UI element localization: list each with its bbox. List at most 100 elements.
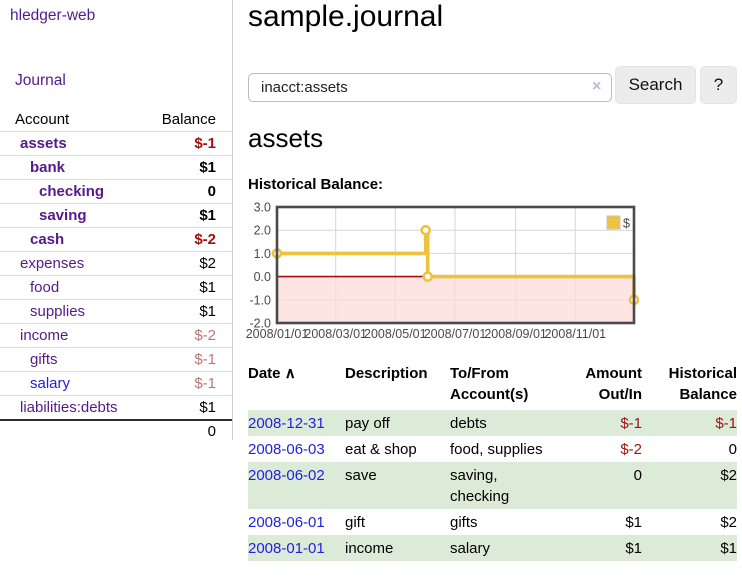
register-header-description: Description — [345, 365, 428, 382]
page-title: sample.journal — [248, 0, 444, 33]
account-link-checking[interactable]: checking — [39, 183, 105, 200]
account-balance: $1 — [199, 303, 216, 320]
account-row: gifts $-1 — [0, 347, 232, 372]
register-accounts: food, supplies — [450, 440, 543, 458]
accounts-header-account: Account — [15, 111, 70, 128]
account-balance: $1 — [199, 399, 216, 416]
account-row: expenses $2 — [0, 251, 232, 276]
account-row: food $1 — [0, 275, 232, 300]
register-row: 2008-06-02 save saving, checking 0 $2 — [248, 462, 737, 509]
account-link-salary[interactable]: salary — [30, 375, 71, 392]
account-row: income $-2 — [0, 323, 232, 348]
y-tick: 0.0 — [254, 270, 271, 284]
search-button[interactable]: Search — [615, 66, 696, 104]
account-row: salary $-1 — [0, 371, 232, 396]
register-accounts: saving, checking — [450, 466, 510, 505]
register-header-accounts: To/From Account(s) — [450, 365, 529, 403]
account-link-income[interactable]: income — [20, 327, 69, 344]
account-link-gifts[interactable]: gifts — [30, 351, 58, 368]
chart-frame — [275, 205, 636, 325]
accounts-total-balance: 0 — [207, 423, 216, 440]
chart-heading: Historical Balance: — [248, 176, 384, 193]
register-row: 2008-06-03 eat & shop food, supplies $-2… — [248, 436, 737, 462]
accounts-header-balance: Balance — [161, 111, 216, 128]
account-link-bank[interactable]: bank — [30, 159, 66, 176]
register-balance: 0 — [728, 440, 737, 458]
accounts-total-row: 0 — [0, 420, 232, 442]
register-balance: $1 — [720, 539, 737, 557]
historical-balance-chart: $ 3.0 2.0 1.0 0.0 -1.0 -2.0 2008/01/01 2… — [240, 200, 742, 345]
register-header-balance: Historical Balance — [668, 365, 737, 403]
account-balance: $1 — [199, 159, 216, 176]
register-description: eat & shop — [345, 440, 417, 458]
account-row: checking 0 — [0, 179, 232, 204]
register-date-link[interactable]: 2008-06-02 — [248, 466, 325, 484]
y-tick: -1.0 — [249, 293, 271, 307]
help-button[interactable]: ? — [700, 66, 737, 104]
brand-link[interactable]: hledger-web — [10, 7, 96, 24]
account-balance: $2 — [199, 255, 216, 272]
x-tick: 2008/09/01 — [484, 327, 547, 341]
x-tick: 2008/07/01 — [424, 327, 487, 341]
register-header-date: Date ∧ — [248, 365, 296, 382]
register-balance: $2 — [720, 466, 737, 484]
account-link-expenses[interactable]: expenses — [20, 255, 85, 272]
register-date-link[interactable]: 2008-06-01 — [248, 513, 325, 531]
account-row: saving $1 — [0, 203, 232, 228]
search-bar: × Search ? — [248, 65, 742, 105]
account-balance: $1 — [199, 207, 216, 224]
x-tick: 2008/05/01 — [364, 327, 427, 341]
account-link-assets[interactable]: assets — [20, 135, 67, 152]
account-link-food[interactable]: food — [30, 279, 60, 296]
account-balance: $-1 — [194, 351, 216, 368]
register-row: 2008-12-31 pay off debts $-1 $-1 — [248, 410, 737, 436]
register-accounts: gifts — [450, 513, 478, 531]
register-description: income — [345, 539, 394, 557]
register-amount: $-2 — [620, 440, 642, 458]
register-accounts: debts — [450, 414, 487, 432]
register-amount: $1 — [625, 513, 642, 531]
accounts-header-row: Account Balance — [0, 108, 232, 132]
legend-swatch — [606, 215, 621, 230]
account-balance: $-2 — [194, 231, 216, 248]
clear-search-icon[interactable]: × — [592, 78, 602, 95]
account-balance: 0 — [207, 183, 216, 200]
register-balance: $2 — [720, 513, 737, 531]
register-amount: $1 — [625, 539, 642, 557]
account-link-liabilities-debts[interactable]: liabilities:debts — [20, 399, 118, 416]
account-row: liabilities:debts $1 — [0, 395, 232, 421]
register-header-row: Date ∧ Description To/From Account(s) Amo… — [248, 363, 737, 410]
register-balance: $-1 — [715, 414, 737, 432]
chart-negative-region — [277, 276, 634, 323]
register-amount: 0 — [633, 466, 642, 484]
x-tick: 2008/01/01 — [246, 327, 309, 341]
register-date-link[interactable]: 2008-01-01 — [248, 539, 325, 557]
chart-canvas: $ 3.0 2.0 1.0 0.0 -1.0 -2.0 2008/01/01 2… — [246, 201, 640, 341]
register-header-amount: Amount Out/In — [585, 365, 642, 403]
account-row: assets $-1 — [0, 131, 232, 156]
account-row: cash $-2 — [0, 227, 232, 252]
account-row: bank $1 — [0, 155, 232, 180]
y-tick: 2.0 — [254, 224, 271, 238]
register-row: 2008-06-01 gift gifts $1 $2 — [248, 509, 737, 535]
register-date-link[interactable]: 2008-06-03 — [248, 440, 325, 458]
account-row: supplies $1 — [0, 299, 232, 324]
register-date-link[interactable]: 2008-12-31 — [248, 414, 325, 432]
sidebar-item-journal[interactable]: Journal — [15, 72, 66, 89]
chart-legend: $ — [606, 215, 630, 231]
sort-ascending-icon: ∧ — [284, 365, 296, 382]
register-description: gift — [345, 513, 366, 531]
x-tick: 2008/11/01 — [544, 327, 606, 341]
register-table: Date ∧ Description To/From Account(s) Amo… — [248, 363, 737, 561]
register-accounts: salary — [450, 539, 491, 557]
account-link-supplies[interactable]: supplies — [30, 303, 86, 320]
account-balance: $-1 — [194, 375, 216, 392]
account-balance: $-1 — [194, 135, 216, 152]
account-balance: $-2 — [194, 327, 216, 344]
account-link-cash[interactable]: cash — [30, 231, 65, 248]
search-input[interactable] — [248, 73, 612, 102]
accounts-tree-table: Account Balance assets $-1 bank $1 check… — [0, 108, 232, 442]
y-tick: -2.0 — [249, 317, 271, 331]
account-link-saving[interactable]: saving — [39, 207, 87, 224]
account-heading: assets — [248, 123, 324, 153]
